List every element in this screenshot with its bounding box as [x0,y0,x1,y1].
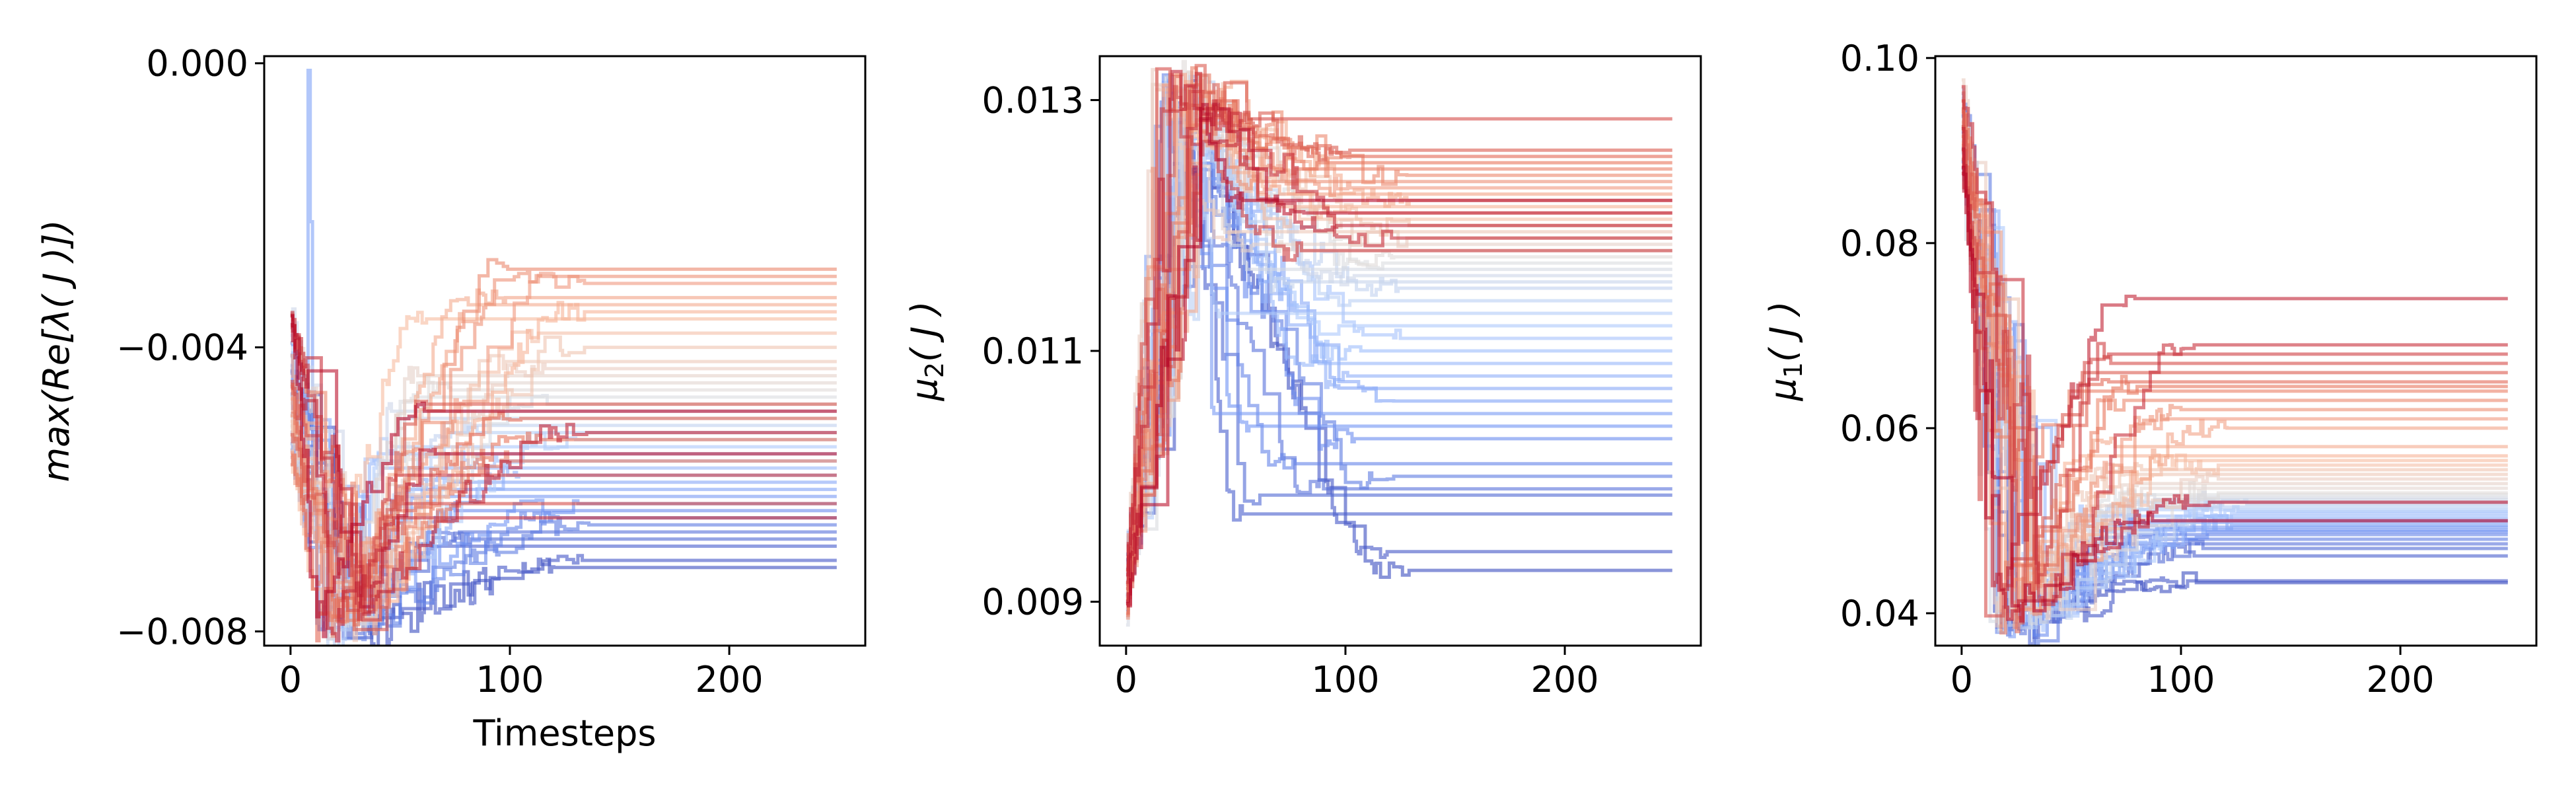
series-line-36 [1126,73,1672,620]
series-line-37 [1961,143,2508,617]
series-line-19 [1126,74,1672,598]
y-tick-label: −0.004 [116,327,248,369]
series-line-22 [1126,75,1672,585]
y-tick-label: 0.011 [982,330,1084,372]
series-line-38 [1126,83,1672,597]
y-axis-label: max(Re[λ( J )]) [36,219,77,482]
y-axis-label-part: 1 [1779,362,1808,378]
series-group [1126,59,1672,627]
plot-frame [1934,55,2538,647]
y-axis-label-part: ) [1762,301,1804,326]
series-line-48 [1126,102,1672,608]
panel-2: 0 100 200 0.013 0.011 0.009 μ2( J ) [904,55,1702,700]
y-axis-label: μ1( J ) [1762,301,1808,402]
series-line-46 [1126,69,1672,577]
y-axis-label-part: ( [1762,337,1804,362]
y-axis-label-part: )]) [36,219,77,272]
x-tick-label: 0 [1115,659,1137,700]
x-tick-label: 200 [1531,659,1599,700]
series-line-41 [1961,110,2508,634]
series-group [290,69,837,646]
x-tick-label: 200 [2367,659,2435,700]
y-axis-label-part: ) [904,301,945,326]
series-line-6 [290,354,837,642]
x-tick-label: 0 [1950,659,1973,700]
panel-3: 0 100 200 0.10 0.08 0.06 0.04 μ1( J ) [1762,38,2538,700]
y-axis-label-part: 2 [920,362,949,378]
y-tick-label: 0.04 [1840,593,1919,634]
y-axis-label: μ2( J ) [904,301,949,402]
series-line-8 [1961,158,2508,637]
y-tick-label: 0.06 [1840,408,1919,449]
series-line-41 [290,383,837,643]
series-line-47 [290,322,837,609]
series-line-32 [1961,111,2508,611]
y-axis-label-part: λ [36,309,77,332]
y-tick-label: −0.008 [116,611,248,653]
y-axis-label-part: μ [904,378,945,401]
y-axis-label-part: μ [1762,378,1804,401]
series-line-45 [1126,71,1672,584]
y-tick-label: 0.08 [1840,223,1919,264]
y-tick-label: 0.10 [1840,38,1919,79]
y-axis-label-part: ( [36,283,77,309]
y-axis-label-part: ( [904,337,945,362]
x-axis-label: Timesteps [472,712,656,754]
y-tick-label: 0.000 [146,43,248,85]
series-line-36 [1961,98,2508,621]
series-line-41 [1126,75,1672,615]
panel-1: 0 100 200 0.000 −0.004 −0.008 max(Re[λ( J )]) T… [36,43,867,754]
series-line-48 [1961,165,2508,623]
x-tick-label: 100 [1311,659,1379,700]
y-tick-label: 0.013 [982,79,1084,121]
series-line-32 [290,311,837,616]
x-tick-label: 0 [279,659,302,700]
x-tick-label: 100 [2147,659,2215,700]
series-line-42 [1126,63,1672,606]
series-line-43 [1126,67,1672,591]
series-line-45 [290,311,837,621]
series-line-46 [1961,127,2508,591]
plot-frame [263,55,867,647]
y-tick-label: 0.009 [982,582,1084,623]
series-line-48 [290,314,837,638]
series-group [1961,78,2508,646]
y-axis-label-part: max(Re[ [36,328,77,482]
series-line-43 [1961,99,2508,618]
x-tick-label: 100 [476,659,544,700]
series-line-45 [1961,85,2508,607]
x-tick-label: 200 [696,659,764,700]
